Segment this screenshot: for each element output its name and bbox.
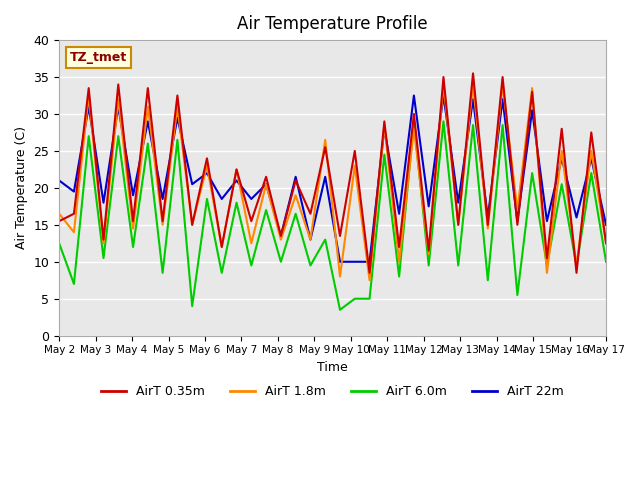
Y-axis label: Air Temperature (C): Air Temperature (C): [15, 126, 28, 250]
X-axis label: Time: Time: [317, 361, 348, 374]
Title: Air Temperature Profile: Air Temperature Profile: [237, 15, 428, 33]
Text: TZ_tmet: TZ_tmet: [70, 51, 127, 64]
Legend: AirT 0.35m, AirT 1.8m, AirT 6.0m, AirT 22m: AirT 0.35m, AirT 1.8m, AirT 6.0m, AirT 2…: [97, 380, 569, 403]
